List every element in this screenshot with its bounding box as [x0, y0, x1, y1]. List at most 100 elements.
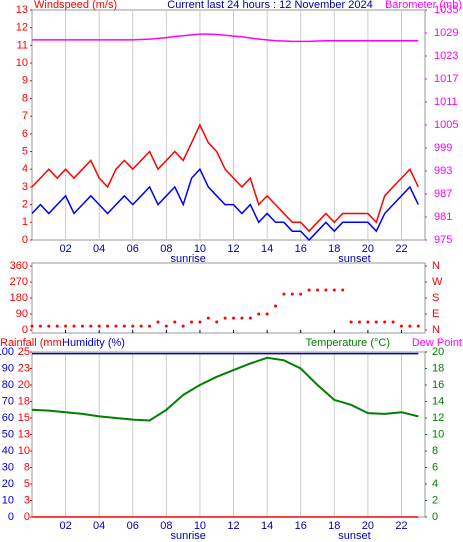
tick-label: 2 — [432, 494, 438, 506]
point — [316, 288, 320, 292]
x-tick-label: 12 — [227, 520, 239, 532]
point — [122, 324, 126, 328]
x-tick-label: 22 — [395, 520, 407, 532]
tick-label: 1 — [22, 216, 28, 228]
tick-label: 2 — [22, 199, 28, 211]
tick-label: 270 — [10, 276, 28, 288]
chart-title: Current last 24 hours : 12 November 2024 — [167, 0, 372, 11]
tick-label: 5 — [22, 145, 28, 157]
series-line — [31, 167, 419, 242]
point — [341, 288, 345, 292]
point — [190, 320, 194, 324]
point — [64, 324, 68, 328]
tick-label: 20 — [432, 346, 444, 358]
point — [349, 320, 353, 324]
tick-label: S — [432, 292, 439, 304]
x-tick-label: 08 — [160, 243, 172, 255]
tick-label: 16 — [432, 379, 444, 391]
point — [282, 292, 286, 296]
point — [198, 320, 202, 324]
x-tick-label: 12 — [227, 243, 239, 255]
point — [55, 324, 59, 328]
tick-label: 6 — [22, 128, 28, 140]
point — [332, 288, 336, 292]
x-tick-label: 20 — [362, 243, 374, 255]
tick-label: N — [432, 324, 440, 336]
direction-panel — [31, 262, 426, 334]
tick-label: 0 — [24, 511, 30, 523]
point — [366, 320, 370, 324]
tick-label: 70 — [2, 395, 14, 407]
temp-panel — [31, 351, 426, 518]
x-tick-label: 20 — [362, 520, 374, 532]
tick-label: 0 — [432, 511, 438, 523]
point — [206, 316, 210, 320]
tick-label: 9 — [22, 75, 28, 87]
point — [215, 320, 219, 324]
series-line — [32, 33, 419, 43]
tick-label: 23 — [18, 362, 30, 374]
point — [399, 324, 403, 328]
x-tick-label: 16 — [295, 520, 307, 532]
point — [324, 288, 328, 292]
point — [374, 320, 378, 324]
point — [248, 316, 252, 320]
tick-label: 1029 — [434, 27, 458, 39]
point — [416, 324, 420, 328]
tick-label: 10 — [18, 445, 30, 457]
x-tick-label: 08 — [160, 520, 172, 532]
series-line — [31, 123, 419, 233]
tick-label: 6 — [432, 461, 438, 473]
x-tick-label: 10 — [194, 520, 206, 532]
tick-label: 987 — [434, 188, 452, 200]
tick-label: 999 — [434, 142, 452, 154]
tick-label: 3 — [24, 494, 30, 506]
x-tick-label: 02 — [59, 520, 71, 532]
point — [114, 324, 118, 328]
point — [383, 320, 387, 324]
tick-label: 4 — [22, 163, 28, 175]
tick-label: 8 — [24, 461, 30, 473]
x-tick-label: 22 — [395, 243, 407, 255]
point — [274, 304, 278, 308]
tick-label: 80 — [2, 379, 14, 391]
tick-label: 50 — [2, 428, 14, 440]
tick-label: 12 — [16, 22, 28, 34]
tick-label: 13 — [16, 4, 28, 16]
tick-label: 13 — [18, 428, 30, 440]
tick-label: 18 — [18, 395, 30, 407]
tick-label: W — [432, 276, 443, 288]
point — [240, 316, 244, 320]
tick-label: 1011 — [434, 96, 458, 108]
tick-label: 5 — [24, 478, 30, 490]
tick-label: 60 — [2, 412, 14, 424]
point — [232, 316, 236, 320]
point — [148, 324, 152, 328]
annotation: sunrise — [170, 253, 205, 265]
point — [89, 324, 93, 328]
tick-label: 8 — [432, 445, 438, 457]
tick-label: 0 — [22, 324, 28, 336]
x-tick-label: 14 — [261, 520, 273, 532]
tick-label: 10 — [16, 57, 28, 69]
tick-label: 30 — [2, 461, 14, 473]
tick-label: 11 — [17, 39, 28, 51]
tick-label: 975 — [434, 234, 452, 246]
x-tick-label: 18 — [328, 243, 340, 255]
annotation: sunset — [338, 530, 370, 542]
point — [408, 324, 412, 328]
tick-label: 3 — [22, 181, 28, 193]
x-tick-label: 10 — [194, 243, 206, 255]
tick-label: 90 — [16, 308, 28, 320]
tick-label: 20 — [2, 478, 14, 490]
point — [80, 324, 84, 328]
x-tick-label: 04 — [93, 243, 105, 255]
point — [181, 324, 185, 328]
point — [307, 288, 311, 292]
tick-label: E — [432, 308, 439, 320]
point — [47, 324, 51, 328]
tick-label: 20 — [18, 379, 30, 391]
point — [299, 292, 303, 296]
point — [156, 320, 160, 324]
tick-label: N — [432, 260, 440, 272]
